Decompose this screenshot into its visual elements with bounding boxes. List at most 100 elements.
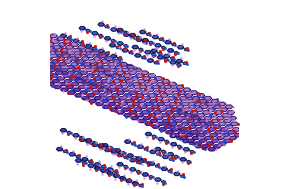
Polygon shape (178, 111, 185, 114)
Polygon shape (79, 136, 84, 139)
Polygon shape (73, 39, 79, 43)
Polygon shape (124, 156, 128, 158)
Polygon shape (73, 48, 80, 52)
Polygon shape (188, 105, 196, 108)
Polygon shape (94, 84, 97, 87)
Polygon shape (109, 44, 115, 47)
Polygon shape (169, 122, 177, 125)
Polygon shape (101, 80, 108, 83)
Polygon shape (213, 145, 221, 148)
Polygon shape (185, 95, 191, 98)
Polygon shape (109, 146, 113, 149)
Polygon shape (199, 99, 206, 103)
Polygon shape (218, 142, 226, 145)
Polygon shape (141, 71, 149, 75)
Polygon shape (230, 122, 238, 125)
Polygon shape (204, 97, 212, 100)
Polygon shape (85, 68, 92, 72)
Polygon shape (141, 91, 149, 94)
Polygon shape (113, 99, 121, 103)
Polygon shape (124, 165, 128, 168)
Polygon shape (147, 108, 154, 111)
Polygon shape (114, 174, 118, 177)
Polygon shape (80, 71, 87, 74)
Polygon shape (62, 74, 70, 77)
Polygon shape (187, 99, 194, 103)
Polygon shape (148, 114, 156, 117)
Polygon shape (197, 133, 205, 137)
Polygon shape (187, 119, 194, 123)
Polygon shape (165, 41, 171, 44)
Polygon shape (141, 111, 149, 114)
Polygon shape (162, 80, 170, 83)
Polygon shape (136, 157, 142, 160)
Polygon shape (130, 77, 138, 80)
Polygon shape (190, 131, 196, 135)
Polygon shape (129, 71, 136, 75)
Polygon shape (99, 54, 107, 58)
Polygon shape (137, 80, 145, 83)
Polygon shape (50, 34, 57, 38)
Polygon shape (43, 71, 51, 74)
Polygon shape (136, 74, 143, 77)
Polygon shape (174, 99, 182, 103)
Polygon shape (113, 80, 121, 83)
Polygon shape (46, 63, 54, 66)
Polygon shape (105, 148, 111, 152)
Polygon shape (164, 54, 170, 58)
Polygon shape (111, 94, 119, 97)
Polygon shape (222, 133, 230, 137)
Polygon shape (162, 180, 166, 183)
Polygon shape (99, 74, 107, 77)
Polygon shape (72, 58, 78, 61)
Polygon shape (162, 150, 165, 153)
Polygon shape (97, 68, 105, 72)
Polygon shape (68, 57, 74, 60)
Polygon shape (74, 77, 80, 80)
Polygon shape (89, 49, 95, 53)
Polygon shape (190, 115, 196, 118)
Polygon shape (196, 128, 203, 131)
Polygon shape (67, 51, 75, 55)
Polygon shape (189, 142, 193, 144)
Polygon shape (217, 116, 224, 120)
Polygon shape (183, 88, 191, 92)
Polygon shape (181, 102, 189, 106)
Polygon shape (83, 63, 91, 66)
Polygon shape (90, 85, 98, 89)
Polygon shape (145, 102, 152, 106)
Polygon shape (162, 155, 168, 159)
Polygon shape (31, 51, 38, 55)
Polygon shape (50, 74, 58, 77)
Polygon shape (79, 42, 84, 44)
Polygon shape (34, 63, 42, 66)
Polygon shape (218, 122, 226, 125)
Polygon shape (111, 151, 115, 153)
Polygon shape (124, 44, 128, 47)
Polygon shape (171, 124, 175, 126)
Polygon shape (121, 151, 125, 154)
Polygon shape (159, 108, 166, 111)
Polygon shape (166, 111, 173, 114)
Polygon shape (129, 91, 137, 94)
Polygon shape (94, 97, 102, 100)
Polygon shape (201, 145, 209, 148)
Polygon shape (110, 73, 116, 76)
Polygon shape (95, 52, 99, 54)
Polygon shape (180, 136, 187, 139)
Polygon shape (81, 57, 89, 60)
Polygon shape (146, 88, 154, 91)
Polygon shape (108, 102, 115, 105)
Polygon shape (170, 143, 177, 146)
Polygon shape (202, 147, 206, 149)
Polygon shape (132, 182, 137, 184)
Polygon shape (45, 77, 52, 80)
Polygon shape (169, 102, 177, 106)
Polygon shape (49, 66, 55, 70)
Polygon shape (162, 119, 170, 123)
Polygon shape (48, 48, 56, 52)
Polygon shape (120, 102, 128, 106)
Polygon shape (152, 36, 158, 39)
Polygon shape (71, 43, 78, 46)
Polygon shape (136, 38, 142, 41)
